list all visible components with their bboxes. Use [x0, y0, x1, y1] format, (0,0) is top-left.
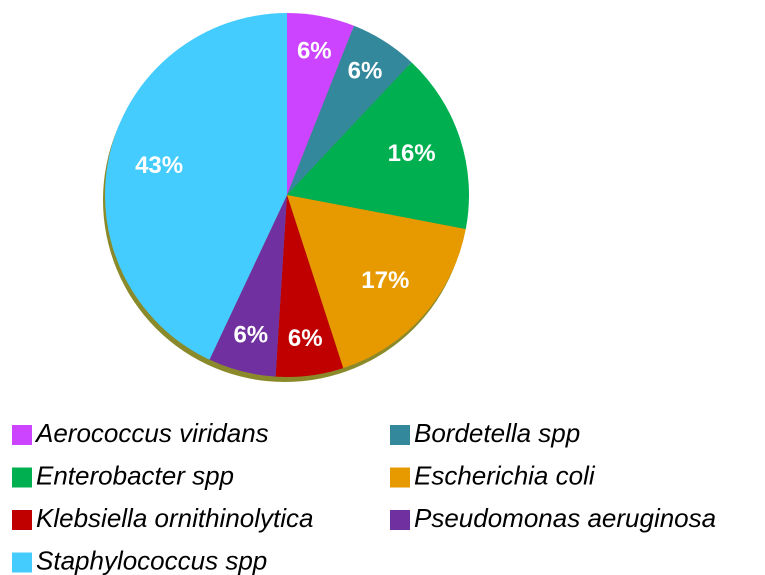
- legend-swatch: [12, 510, 32, 530]
- data-label: 43%: [135, 152, 183, 179]
- legend-label: Aerococcus viridans: [34, 418, 269, 448]
- legend-label: Bordetella spp: [414, 418, 580, 448]
- legend-label: Enterobacter spp: [36, 460, 234, 490]
- legend-label: Escherichia coli: [414, 460, 596, 490]
- legend-swatch: [12, 467, 32, 488]
- legend-label: Pseudomonas aeruginosa: [414, 503, 716, 533]
- legend-label: Staphylococcus spp: [36, 545, 267, 575]
- data-label: 16%: [388, 140, 436, 167]
- legend-label: Klebsiella ornithinolytica: [36, 503, 313, 533]
- legend-swatch: [390, 425, 410, 445]
- legend-swatch: [390, 510, 410, 530]
- pie-slice: [287, 62, 469, 230]
- legend-swatch: [12, 425, 32, 445]
- data-label: 6%: [233, 321, 268, 348]
- data-label: 6%: [348, 57, 383, 84]
- data-label: 17%: [361, 267, 409, 294]
- pie-slice: [209, 195, 287, 377]
- data-label: 6%: [288, 325, 323, 352]
- pie-slice: [287, 13, 354, 195]
- legend-swatch: [390, 467, 410, 488]
- pie-slice: [287, 195, 466, 369]
- data-label: 6%: [297, 37, 332, 64]
- pie-slice: [104, 13, 287, 360]
- pie-slice: [287, 25, 412, 195]
- pie-slice: [275, 195, 344, 377]
- legend-swatch: [12, 552, 32, 573]
